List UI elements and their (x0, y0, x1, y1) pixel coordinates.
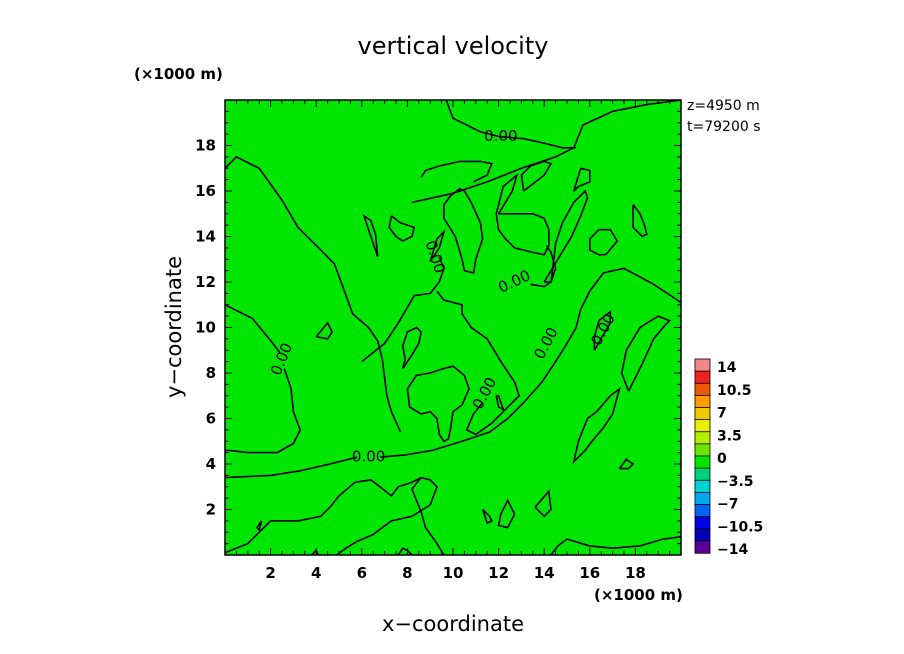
contour-line (495, 395, 505, 411)
y-tick-label: 10 (195, 319, 216, 337)
contour-line (224, 456, 358, 479)
x-tick-label: 14 (534, 564, 555, 582)
contour-line (225, 368, 302, 454)
colorbar-swatch (694, 394, 711, 409)
colorbar-swatch (694, 467, 711, 481)
contour-line (362, 214, 379, 258)
chart-title: vertical velocity (358, 32, 549, 60)
contour-line (497, 498, 516, 529)
contour-line (572, 386, 621, 465)
colorbar-labels: 14 10.5 7 3.5 0 −3.5 −7 −10.5 −14 (717, 360, 763, 558)
colorbar-swatch (694, 540, 711, 554)
contour-line (315, 321, 334, 340)
colorbar-label: −10.5 (717, 519, 763, 535)
contour-line (388, 215, 416, 242)
contour-line (401, 326, 422, 369)
contour-label: 0.00 (352, 448, 385, 466)
colorbar-swatch (694, 358, 711, 372)
contour-line (411, 477, 445, 556)
contour-line (443, 187, 484, 274)
contour-line (411, 99, 682, 204)
y-tick-label: 2 (206, 501, 216, 519)
y-tick-label: 8 (206, 364, 216, 382)
y-tick-label: 4 (206, 455, 216, 473)
y-tick-label: 16 (195, 182, 216, 200)
contour-line (256, 520, 263, 532)
x-tick-label: 6 (357, 564, 367, 582)
colorbar-label: −7 (717, 497, 738, 513)
colorbar-swatch (694, 419, 711, 433)
contour-line (224, 476, 438, 556)
colorbar-swatch (694, 491, 711, 506)
contour-lines (224, 99, 682, 556)
contour-line (534, 489, 552, 518)
colorbar-swatch (694, 443, 711, 457)
contour-line (379, 267, 682, 458)
contour-line (481, 508, 493, 525)
contour-line (593, 309, 612, 351)
colorbar-swatch (694, 407, 711, 421)
contour-line (406, 365, 470, 443)
x-tick-labels: 2 4 6 8 10 12 14 16 18 (265, 564, 645, 582)
colorbar-label: 14 (717, 360, 737, 376)
y-unit-label: (×1000 m) (134, 65, 223, 83)
axis-ticks (224, 99, 682, 556)
info-t: t=79200 s (687, 119, 761, 135)
contour-line (361, 256, 445, 363)
contour-line (573, 167, 591, 192)
colorbar-swatch (694, 516, 711, 530)
y-tick-label: 18 (195, 137, 216, 155)
colorbar-swatch (694, 370, 711, 384)
contour-line (618, 458, 635, 470)
y-axis-label: y−coordinate (162, 256, 186, 398)
contour-line (550, 536, 682, 556)
contour-line (429, 229, 446, 262)
colorbar-swatch (694, 382, 711, 397)
y-tick-label: 6 (206, 410, 216, 428)
x-tick-label: 12 (488, 564, 509, 582)
contour-line (543, 189, 589, 283)
y-tick-labels: 2 4 6 8 10 12 14 16 18 (195, 137, 216, 519)
contour-line (530, 245, 557, 288)
colorbar-label: 0 (717, 451, 727, 467)
colorbar-swatch (694, 504, 711, 518)
contour-line (436, 290, 521, 436)
y-tick-label: 14 (195, 228, 216, 246)
contour-line (224, 155, 402, 433)
contour-line (589, 228, 619, 256)
contour-line (397, 547, 413, 556)
colorbar-label: 10.5 (717, 383, 752, 399)
x-tick-label: 2 (265, 564, 275, 582)
x-tick-label: 4 (311, 564, 321, 582)
x-tick-label: 16 (579, 564, 600, 582)
colorbar (694, 358, 711, 554)
contour-line (632, 204, 648, 238)
x-tick-label: 18 (625, 564, 646, 582)
contour-label: 0.00 (484, 127, 517, 145)
contour-line (520, 160, 553, 192)
colorbar-label: 3.5 (717, 428, 742, 444)
colorbar-label: −3.5 (717, 474, 754, 490)
x-axis-label: x−coordinate (382, 612, 524, 636)
contour-line (420, 160, 493, 183)
x-tick-label: 10 (443, 564, 464, 582)
colorbar-swatch (694, 455, 711, 469)
colorbar-swatch (694, 431, 711, 445)
colorbar-swatch (694, 479, 711, 494)
contour-line (620, 315, 672, 392)
contour-line (495, 172, 550, 256)
plot-area (225, 100, 681, 555)
contour-line (445, 99, 577, 149)
colorbar-swatch (694, 528, 711, 542)
colorbar-label: −14 (717, 542, 748, 558)
y-tick-label: 12 (195, 273, 216, 291)
x-tick-label: 8 (402, 564, 412, 582)
info-z: z=4950 m (687, 98, 760, 114)
colorbar-label: 7 (717, 406, 727, 422)
contour-line (224, 304, 281, 353)
x-unit-label: (×1000 m) (594, 586, 683, 604)
